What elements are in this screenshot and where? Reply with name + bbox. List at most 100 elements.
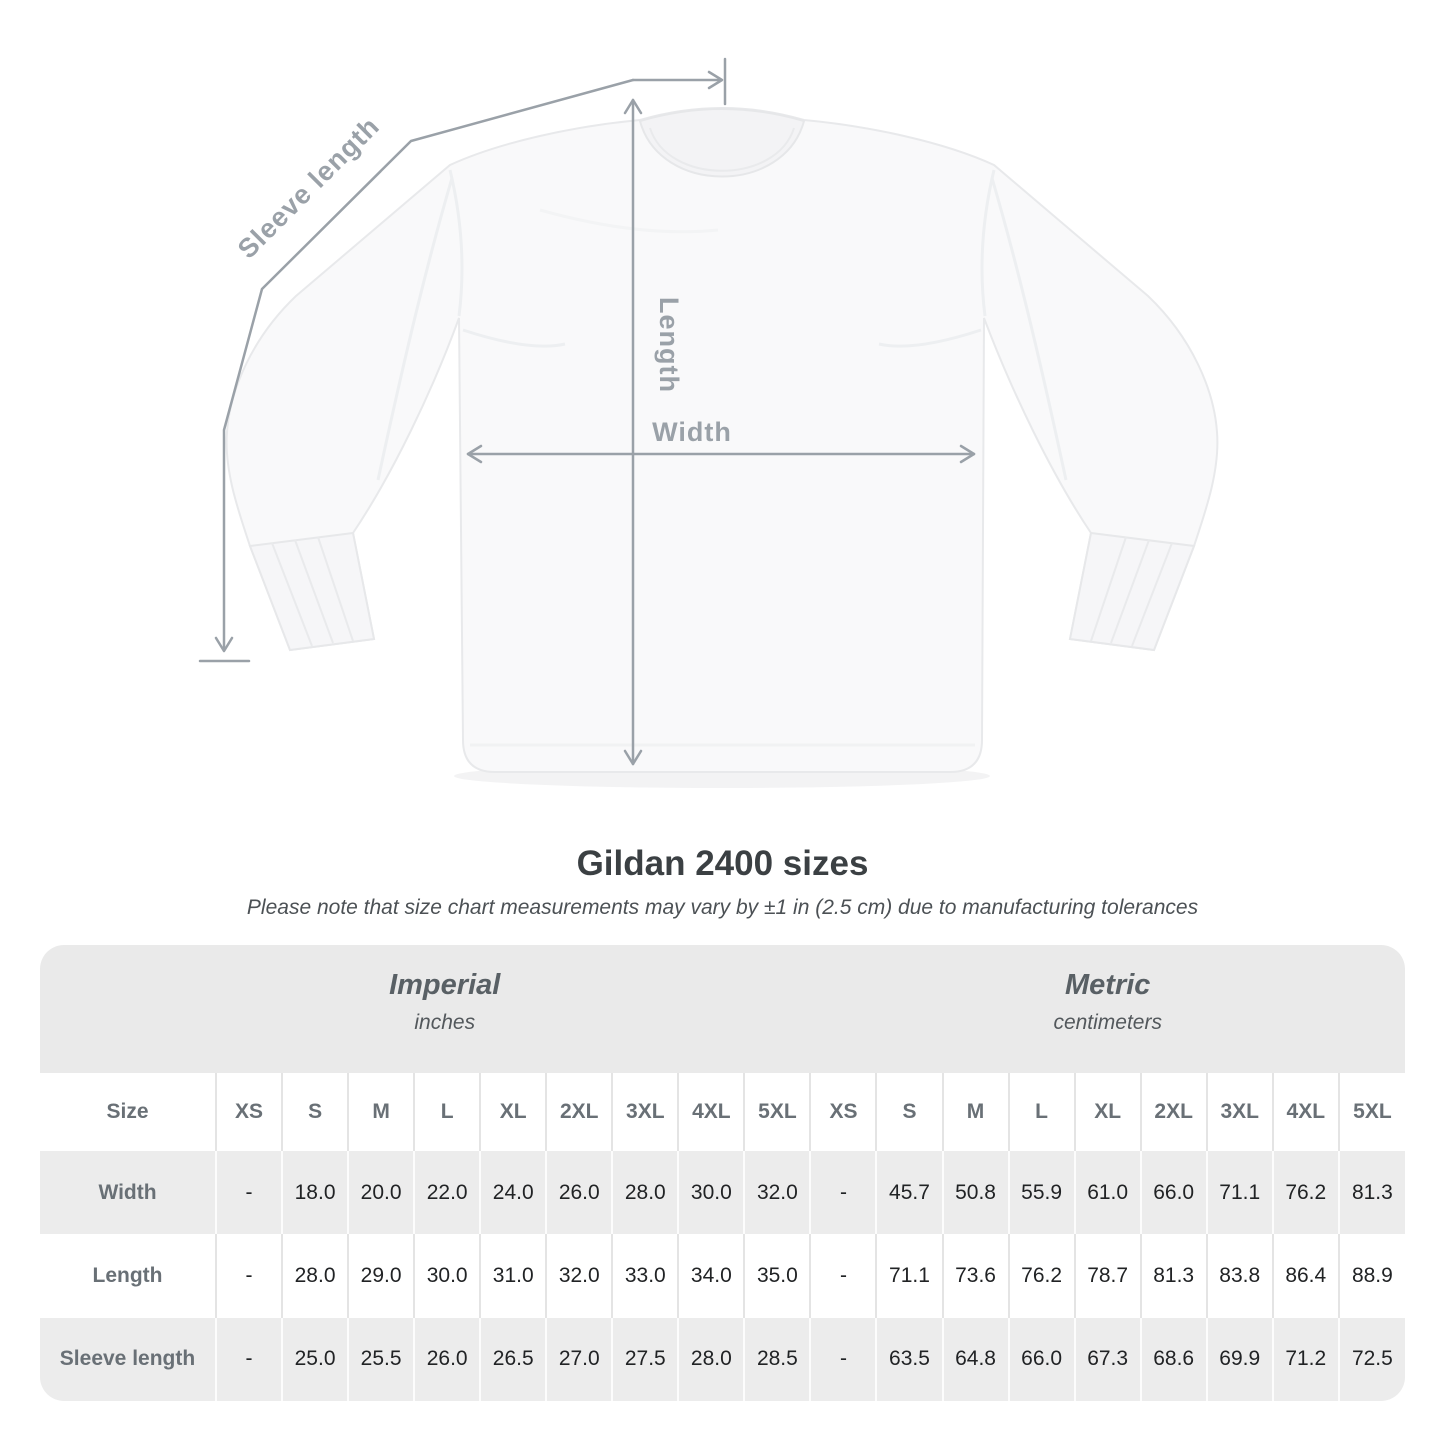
- value-cell: 55.9: [1007, 1150, 1075, 1235]
- size-header-row: Size XS S M L XL 2XL 3XL 4XL 5XL XS S M …: [40, 1072, 1405, 1151]
- value-cell: 26.0: [545, 1150, 613, 1235]
- value-cell: -: [214, 1234, 283, 1318]
- value-cell: 71.2: [1271, 1317, 1339, 1401]
- value-cell: 28.0: [611, 1150, 679, 1235]
- value-cell: 66.0: [1007, 1317, 1075, 1401]
- size-col-header: 3XL: [1205, 1072, 1273, 1151]
- value-cell: 24.0: [479, 1150, 547, 1235]
- value-cell: 18.0: [281, 1150, 349, 1235]
- value-cell: 29.0: [347, 1234, 415, 1318]
- size-col-header: 4XL: [677, 1072, 745, 1151]
- length-label: Length: [654, 297, 684, 393]
- size-col-header: S: [875, 1072, 943, 1151]
- value-cell: 20.0: [347, 1150, 415, 1235]
- width-row: Width - 18.0 20.0 22.0 24.0 26.0 28.0 30…: [40, 1150, 1405, 1235]
- size-col-header: M: [347, 1072, 415, 1151]
- size-col-header: 5XL: [743, 1072, 811, 1151]
- metric-unit: centimeters: [1053, 1011, 1162, 1034]
- metric-group-header: Metric centimeters: [810, 945, 1405, 1073]
- value-cell: 32.0: [743, 1150, 811, 1235]
- value-cell: -: [214, 1150, 283, 1235]
- length-row: Length - 28.0 29.0 30.0 31.0 32.0 33.0 3…: [40, 1234, 1405, 1318]
- size-col-header: XS: [809, 1072, 877, 1151]
- shirt-measurement-diagram: Sleeve length Length Width: [198, 57, 1219, 788]
- value-cell: 25.0: [281, 1317, 349, 1401]
- size-col-header: M: [941, 1072, 1009, 1151]
- value-cell: 28.0: [281, 1234, 349, 1318]
- value-cell: 67.3: [1073, 1317, 1141, 1401]
- value-cell: 22.0: [413, 1150, 481, 1235]
- value-cell: 26.5: [479, 1317, 547, 1401]
- row-label: Length: [92, 1263, 163, 1287]
- shirt-illustration: [225, 107, 1219, 773]
- size-table: Imperial inches Metric centimeters Size …: [40, 945, 1405, 1401]
- row-label: Width: [98, 1180, 157, 1204]
- length-arrow: [623, 98, 643, 766]
- value-cell: 35.0: [743, 1234, 811, 1318]
- value-cell: 27.0: [545, 1317, 613, 1401]
- size-col-header: 2XL: [545, 1072, 613, 1151]
- page-title: Gildan 2400 sizes: [576, 844, 869, 883]
- value-cell: 83.8: [1205, 1234, 1273, 1318]
- value-cell: 71.1: [875, 1234, 943, 1318]
- value-cell: 45.7: [875, 1150, 943, 1235]
- value-cell: 64.8: [941, 1317, 1009, 1401]
- size-col-header: XL: [479, 1072, 547, 1151]
- value-cell: 69.9: [1205, 1317, 1273, 1401]
- value-cell: 63.5: [875, 1317, 943, 1401]
- shirt-collar: [638, 108, 806, 178]
- value-cell: 31.0: [479, 1234, 547, 1318]
- value-cell: 30.0: [677, 1150, 745, 1235]
- value-cell: 81.3: [1337, 1150, 1405, 1235]
- value-cell: 26.0: [413, 1317, 481, 1401]
- value-cell: 72.5: [1337, 1317, 1405, 1401]
- value-cell: 33.0: [611, 1234, 679, 1318]
- value-cell: 27.5: [611, 1317, 679, 1401]
- width-label: Width: [652, 417, 732, 447]
- value-cell: -: [214, 1317, 283, 1401]
- value-cell: 30.0: [413, 1234, 481, 1318]
- value-cell: 86.4: [1271, 1234, 1339, 1318]
- size-col-header: S: [281, 1072, 349, 1151]
- imperial-group-header: Imperial inches: [40, 945, 810, 1073]
- sleeve-length-row: Sleeve length - 25.0 25.5 26.0 26.5 27.0…: [40, 1317, 1405, 1401]
- value-cell: 32.0: [545, 1234, 613, 1318]
- value-cell: 88.9: [1337, 1234, 1405, 1318]
- value-cell: -: [809, 1150, 877, 1235]
- width-arrow: [466, 444, 976, 464]
- sleeve-length-arrow: [198, 57, 727, 663]
- value-cell: 66.0: [1139, 1150, 1207, 1235]
- size-col-header: 3XL: [611, 1072, 679, 1151]
- imperial-label: Imperial: [389, 969, 501, 1001]
- shirt-cuffs: [248, 531, 1196, 652]
- metric-label: Metric: [1065, 969, 1151, 1001]
- value-cell: 73.6: [941, 1234, 1009, 1318]
- size-col-header: XS: [214, 1072, 283, 1151]
- size-col-header: L: [413, 1072, 481, 1151]
- size-col-header: XL: [1073, 1072, 1141, 1151]
- value-cell: 81.3: [1139, 1234, 1207, 1318]
- row-label: Sleeve length: [59, 1347, 196, 1371]
- imperial-unit: inches: [414, 1011, 476, 1034]
- size-col-header: 4XL: [1271, 1072, 1339, 1151]
- size-col-header: 2XL: [1139, 1072, 1207, 1151]
- size-col-header: L: [1007, 1072, 1075, 1151]
- value-cell: 25.5: [347, 1317, 415, 1401]
- value-cell: 76.2: [1271, 1150, 1339, 1235]
- value-cell: 28.5: [743, 1317, 811, 1401]
- value-cell: -: [809, 1317, 877, 1401]
- value-cell: 61.0: [1073, 1150, 1141, 1235]
- size-column-header: Size: [106, 1099, 149, 1123]
- value-cell: 71.1: [1205, 1150, 1273, 1235]
- size-col-header: 5XL: [1337, 1072, 1405, 1151]
- value-cell: 28.0: [677, 1317, 745, 1401]
- value-cell: 68.6: [1139, 1317, 1207, 1401]
- value-cell: 78.7: [1073, 1234, 1141, 1318]
- value-cell: 50.8: [941, 1150, 1009, 1235]
- value-cell: 34.0: [677, 1234, 745, 1318]
- tolerance-note: Please note that size chart measurements…: [246, 896, 1199, 919]
- value-cell: 76.2: [1007, 1234, 1075, 1318]
- unit-group-row: Imperial inches Metric centimeters: [40, 945, 1405, 1073]
- value-cell: -: [809, 1234, 877, 1318]
